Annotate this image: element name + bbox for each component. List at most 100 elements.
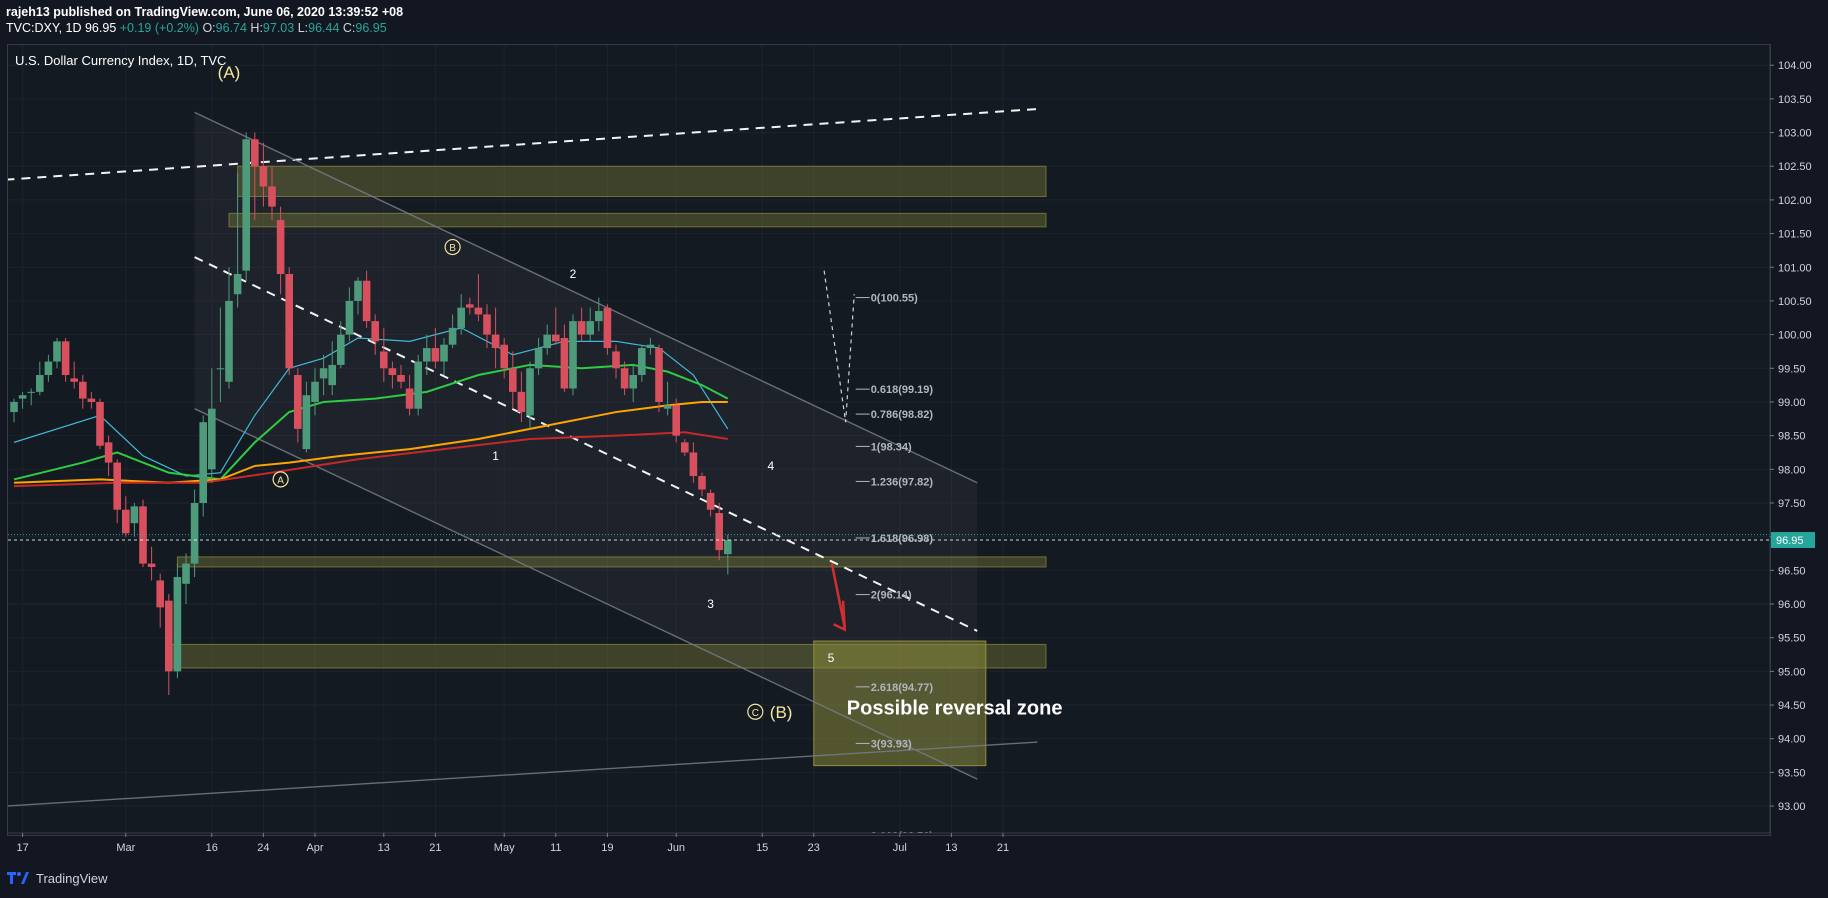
down-arrow-icon xyxy=(830,563,846,628)
y-tick-label: 101.00 xyxy=(1778,262,1812,274)
x-tick-label: Apr xyxy=(306,842,323,854)
candle-body xyxy=(311,381,319,402)
candle-body xyxy=(104,442,113,463)
wave-label-circle xyxy=(444,238,461,256)
candle-body xyxy=(380,351,388,369)
close-value: 96.95 xyxy=(355,21,387,35)
candle-body xyxy=(345,300,354,335)
publish-line: rajeh13 published on TradingView.com, Ju… xyxy=(6,5,404,19)
candle-body xyxy=(577,321,586,335)
low-value: 96.44 xyxy=(308,21,340,35)
candle-body xyxy=(543,334,551,349)
candle-body xyxy=(294,375,302,429)
x-tick-label: 13 xyxy=(945,842,957,854)
footer-brand: TradingView xyxy=(36,870,108,886)
x-tick-label: 16 xyxy=(206,842,218,854)
y-tick-label: 98.00 xyxy=(1778,464,1806,476)
candle-body xyxy=(474,307,483,315)
candle-body xyxy=(79,381,87,399)
candle-body xyxy=(44,361,53,376)
candle-body xyxy=(233,273,242,295)
candle-body xyxy=(655,348,663,402)
candle-body xyxy=(698,476,706,490)
y-tick-label: 97.50 xyxy=(1778,498,1806,510)
candle-body xyxy=(414,361,422,409)
candle-body xyxy=(268,186,276,207)
wave-label: A xyxy=(277,475,284,486)
y-tick-label: 100.00 xyxy=(1778,330,1812,342)
y-tick-label: 95.50 xyxy=(1778,633,1806,645)
fib-level-label: 1.236(97.82) xyxy=(871,476,934,488)
y-tick-label: 98.50 xyxy=(1778,431,1806,443)
candle-body xyxy=(689,452,698,477)
candle-body xyxy=(156,580,164,608)
candle-body xyxy=(53,341,61,362)
y-tick-label: 93.00 xyxy=(1778,801,1806,813)
x-tick-label: 17 xyxy=(16,842,28,854)
candle-body xyxy=(190,502,199,564)
candle-body xyxy=(337,334,345,365)
arrow-head-icon xyxy=(833,600,847,632)
x-tick-label: 21 xyxy=(429,842,441,854)
y-tick-label: 102.00 xyxy=(1778,195,1812,207)
candle-body xyxy=(242,139,250,271)
y-tick-label: 94.50 xyxy=(1778,700,1806,712)
candle-body xyxy=(715,513,723,551)
candle-body xyxy=(440,344,448,362)
candle-body xyxy=(569,321,577,389)
fib-level-label: 0.786(98.82) xyxy=(871,409,934,421)
x-tick-label: 15 xyxy=(756,842,768,854)
candle-body xyxy=(251,139,259,167)
wave-label: 1 xyxy=(492,449,499,463)
candle-body xyxy=(130,506,139,524)
fib-level-label: 1.618(96.98) xyxy=(871,533,934,545)
candle-body xyxy=(70,378,78,382)
fib-level-label: 3.618(92.56) xyxy=(871,831,934,843)
candle-body xyxy=(663,405,672,409)
y-tick-label: 96.50 xyxy=(1778,565,1806,577)
candle-body xyxy=(595,311,603,322)
candle-body xyxy=(483,314,491,335)
candle-body xyxy=(388,368,397,376)
footer: TradingView xyxy=(6,870,108,886)
open-value: 96.74 xyxy=(215,21,247,35)
candle-body xyxy=(457,307,465,328)
x-tick-label: 19 xyxy=(601,842,613,854)
candle-body xyxy=(328,364,336,386)
reversal-zone-label: Possible reversal zone xyxy=(847,697,1063,719)
wave-label: (B) xyxy=(770,703,793,722)
candle-body xyxy=(61,341,70,376)
candle-body xyxy=(491,334,500,349)
trendline xyxy=(194,111,978,484)
wave-label: B xyxy=(449,243,456,254)
wave-label: (A) xyxy=(218,63,241,82)
x-tick-label: Mar xyxy=(116,842,135,854)
candle-body xyxy=(182,563,190,584)
wave-label: 2 xyxy=(570,267,577,281)
price-change: +0.19 (+0.2%) xyxy=(119,21,199,35)
candle-body xyxy=(638,348,646,376)
y-tick-label: 103.50 xyxy=(1778,94,1812,106)
candle-body xyxy=(646,344,655,349)
y-tick-label: 96.00 xyxy=(1778,599,1806,611)
reversal-zone xyxy=(813,640,987,767)
candle-body xyxy=(36,375,44,392)
wave-label-circle xyxy=(747,703,764,720)
y-tick-label: 101.50 xyxy=(1778,229,1812,241)
wave-label: 5 xyxy=(828,651,835,665)
candle-body xyxy=(302,395,311,450)
y-tick-label: 104.00 xyxy=(1778,60,1812,72)
candle-body xyxy=(431,348,440,362)
candle-body xyxy=(208,408,216,470)
fib-level-label: 0.618(99.19) xyxy=(871,384,934,396)
close-label: C: xyxy=(342,21,356,35)
wave-label: 3 xyxy=(707,597,714,611)
fib-level-label: 2.618(94.77) xyxy=(871,682,934,694)
candle-body xyxy=(199,422,207,503)
symbol-label: TVC:DXY, 1D xyxy=(6,21,82,35)
y-tick-label: 99.50 xyxy=(1778,363,1806,375)
candle-body xyxy=(10,401,18,413)
y-tick-label: 95.00 xyxy=(1778,666,1806,678)
x-tick-label: Jun xyxy=(667,842,685,854)
